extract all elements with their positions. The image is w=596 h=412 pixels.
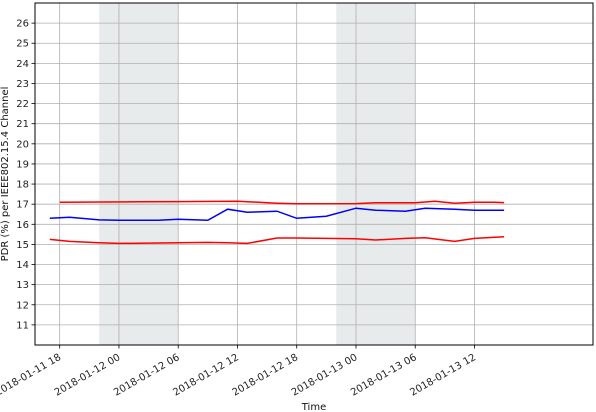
x-tick-label-8: 2018-01-13 12 [408,352,478,399]
y-tick-label-17: 17 [16,200,29,211]
series-line-3 [49,236,505,245]
plot-frame [34,2,594,346]
x-tick-label-6: 2018-01-13 00 [290,352,360,399]
series-line-2 [49,207,505,222]
y-tick-label-14: 14 [16,260,29,271]
y-tick-label-26: 26 [16,19,29,30]
x-tick-label-4: 2018-01-12 12 [171,352,241,399]
x-tick-label-5: 2018-01-12 18 [231,352,301,399]
y-tick-label-16: 16 [16,220,29,231]
grid-lines [35,3,593,345]
y-tick-label-22: 22 [16,99,29,110]
y-axis-label: PDR (%) per IEEE802.15.4 Channel [0,87,11,262]
y-tick-label-15: 15 [16,240,29,251]
y-tick-label-23: 23 [16,79,29,90]
x-tick-label-3: 2018-01-12 06 [112,352,182,399]
x-tick-label-7: 2018-01-13 06 [349,352,419,399]
y-tick-label-24: 24 [16,59,29,70]
series-lines [49,200,505,245]
x-axis-label: Time [301,402,326,412]
x-tick-label-2: 2018-01-12 00 [53,352,123,399]
y-tick-label-20: 20 [16,139,29,150]
y-tick-label-11: 11 [16,320,29,331]
shaded-regions [99,3,416,345]
y-tick-label-13: 13 [16,280,29,291]
y-tick-label-19: 19 [16,159,29,170]
shaded-region-2 [336,3,416,345]
y-axis-ticks: 11 12 13 14 15 16 17 18 19 20 21 22 23 24 25 26 [16,19,35,331]
y-tick-label-25: 25 [16,39,29,50]
series-line-1 [59,200,505,205]
y-tick-label-12: 12 [16,300,29,311]
shaded-region-1 [99,3,179,345]
y-tick-label-18: 18 [16,180,29,191]
y-tick-label-21: 21 [16,119,29,130]
